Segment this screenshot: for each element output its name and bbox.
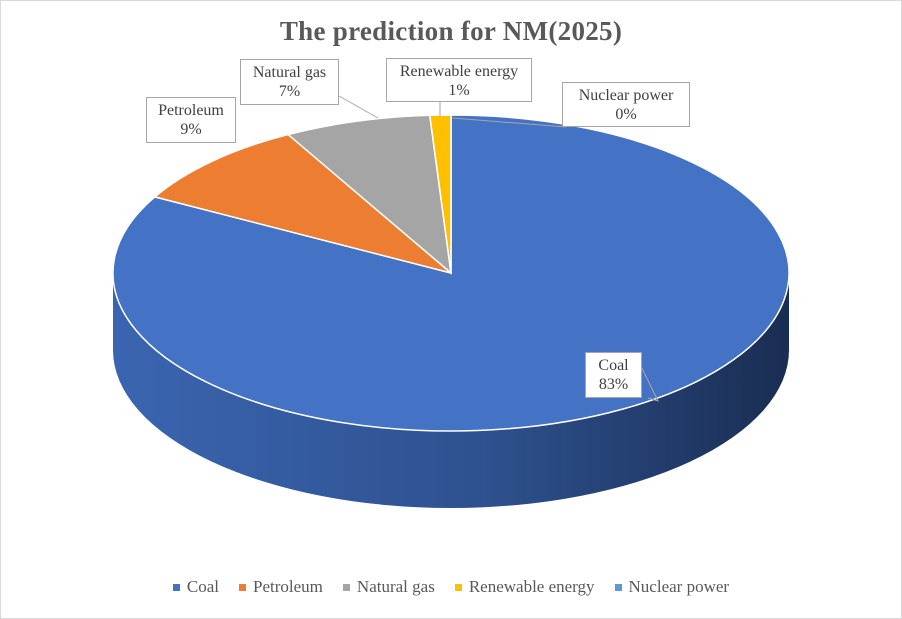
data-label-coal: Coal 83% [585,352,642,398]
legend-swatch [454,583,462,591]
pie-side-coal [113,273,789,508]
leader-line [338,95,379,119]
legend-item-renewable-energy: Renewable energy [454,577,595,597]
legend-item-natural-gas: Natural gas [342,577,435,597]
legend-label: Natural gas [356,577,435,596]
data-label-category: Coal [598,357,629,374]
pie-slice-petroleum [153,133,452,274]
legend: Coal Petroleum Natural gas Renewable energy… [0,577,902,597]
data-label-percent: 0% [615,106,637,123]
legend-swatch [172,583,180,591]
data-label-category: Renewable energy [399,63,519,80]
legend-item-coal: Coal [172,577,220,597]
data-label-category: Nuclear power [578,87,674,104]
leader-line [635,355,659,402]
legend-swatch [239,583,247,591]
data-label-category: Natural gas [252,64,327,81]
data-label-natural-gas: Natural gas 7% [240,59,339,105]
pie-top-face [112,114,790,432]
legend-swatch [614,583,622,591]
data-label-nuclear-power: Nuclear power 0% [562,82,690,127]
pie-side-wall [113,273,789,508]
leader-line [451,117,567,128]
data-label-percent: 7% [278,83,301,100]
data-label-percent: 83% [598,376,629,393]
data-label-percent: 1% [448,82,470,99]
legend-item-nuclear-power: Nuclear power [614,577,730,597]
legend-label: Coal [186,577,220,596]
legend-label: Nuclear power [628,577,730,596]
data-label-renewable-energy: Renewable energy 1% [386,58,532,102]
chart-title: The prediction for NM(2025) [279,16,623,46]
pie-slice-natural-gas [286,114,453,275]
legend-item-petroleum: Petroleum [239,577,323,597]
data-label-percent: 9% [180,121,202,138]
data-label-category: Petroleum [158,102,224,119]
legend-swatch [342,583,350,591]
label-leader-lines [338,95,659,402]
data-label-petroleum: Petroleum 9% [146,97,236,143]
legend-label: Renewable energy [468,577,595,596]
legend-label: Petroleum [253,577,323,596]
